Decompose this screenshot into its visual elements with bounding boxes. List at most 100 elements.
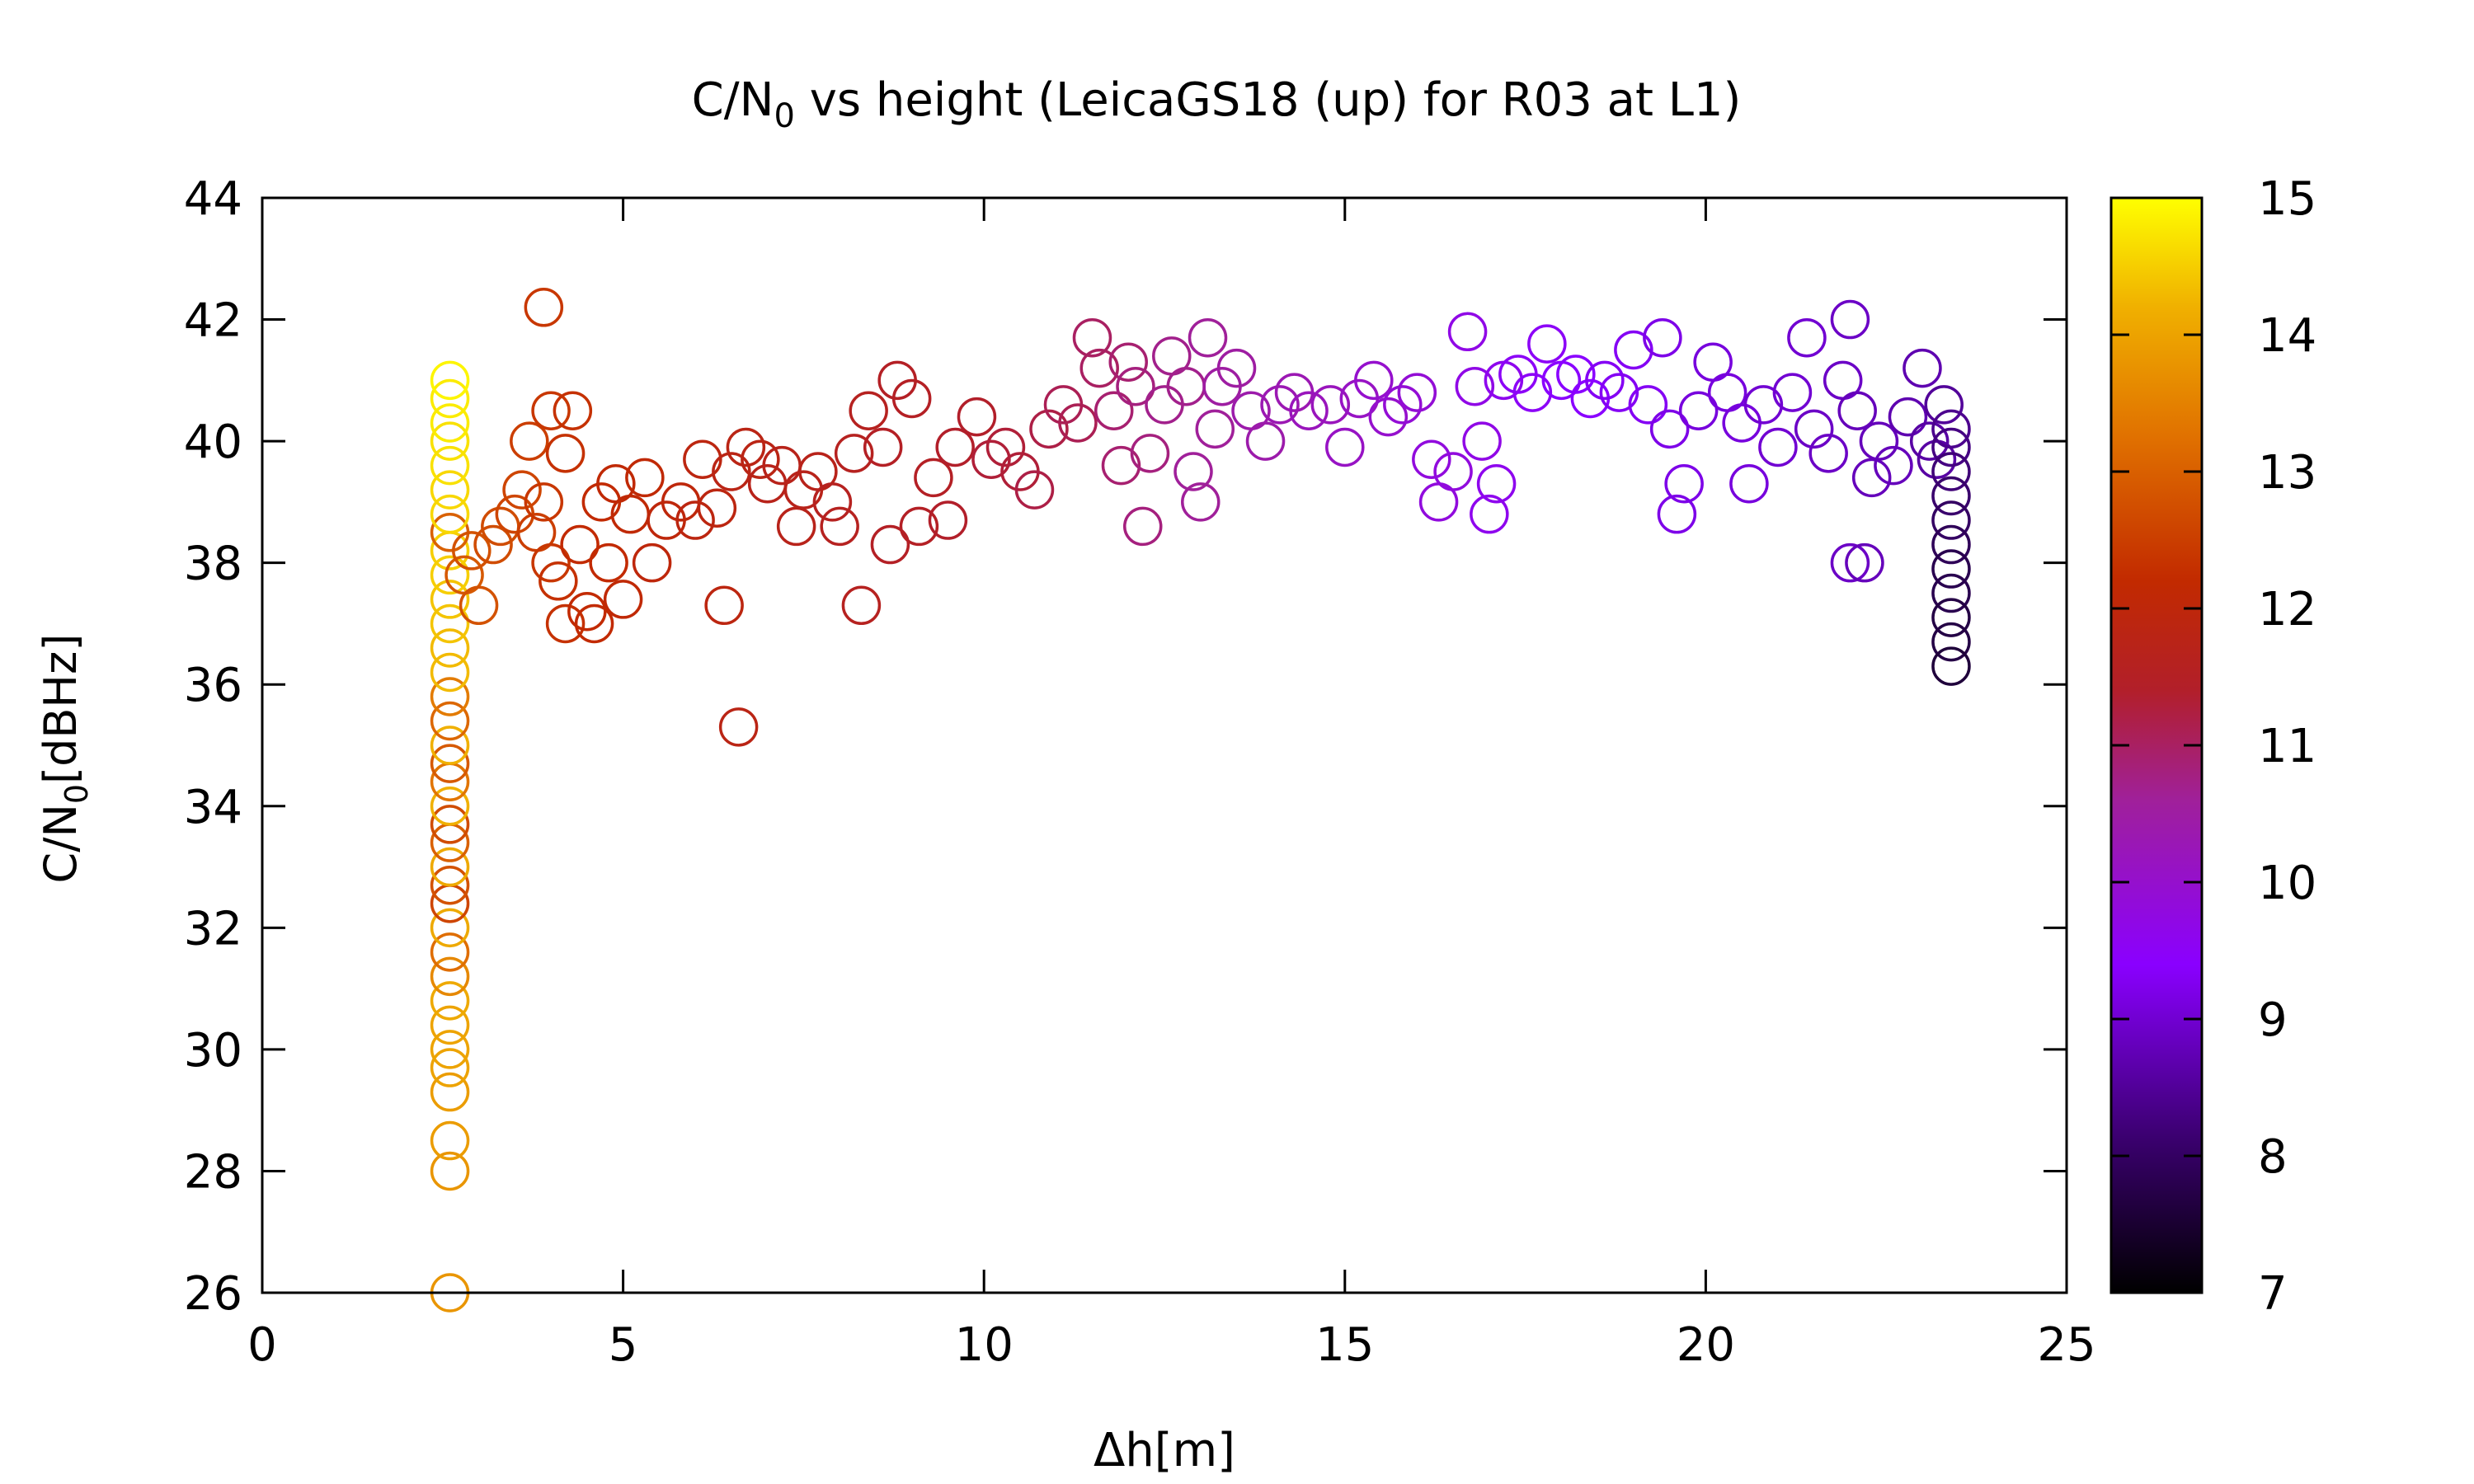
data-point (1909, 421, 1950, 461)
x-tick-label: 0 (247, 1318, 277, 1372)
data-point (531, 542, 571, 583)
data-point (560, 524, 600, 565)
colorbar-tick-label: 10 (2258, 857, 2316, 910)
data-point (1130, 434, 1170, 473)
data-point (1931, 598, 1971, 637)
data-point (928, 500, 968, 540)
data-point (430, 403, 470, 443)
data-point (430, 908, 470, 948)
plot-frame (261, 196, 2068, 1294)
data-point (430, 865, 470, 905)
data-point (1931, 427, 1971, 467)
axis-ticks (261, 196, 2068, 1294)
data-point (1649, 409, 1690, 449)
data-point (1931, 452, 1971, 491)
data-point (820, 506, 859, 547)
data-point (1174, 452, 1213, 491)
data-point (891, 378, 932, 419)
data-point (834, 434, 874, 473)
colorbar-tick-label: 7 (2258, 1267, 2288, 1321)
data-point (430, 981, 470, 1021)
data-point (1614, 330, 1653, 370)
colorbar-tick-label: 11 (2258, 720, 2316, 773)
data-point (870, 524, 910, 565)
y-tick-label: 26 (184, 1267, 242, 1321)
data-point (1874, 445, 1913, 486)
data-point (718, 707, 759, 747)
data-point (574, 603, 614, 644)
data-point (1643, 317, 1682, 358)
data-point (741, 439, 780, 479)
data-point (1383, 385, 1423, 425)
data-point (567, 591, 607, 632)
data-point (1924, 385, 1964, 425)
data-point (776, 506, 816, 547)
data-point (1628, 385, 1668, 425)
data-point (1931, 549, 1971, 589)
data-point (1079, 348, 1119, 388)
data-point (610, 494, 651, 534)
data-point (1397, 373, 1437, 412)
data-point (1722, 403, 1761, 443)
data-point (430, 445, 470, 486)
data-point (625, 458, 665, 498)
data-point (545, 603, 586, 644)
data-point (430, 1072, 470, 1112)
data-point (430, 555, 470, 595)
data-point (1476, 464, 1517, 504)
data-point (1743, 385, 1784, 425)
data-point (1470, 494, 1509, 534)
data-point (704, 585, 744, 626)
data-point (430, 1048, 470, 1087)
data-point (1794, 409, 1834, 449)
y-tick-label: 42 (184, 294, 242, 348)
data-point (452, 531, 492, 571)
data-point (430, 932, 470, 972)
y-tick-label: 34 (184, 781, 242, 834)
tick-labels: 0 5 10 15 20 25 26 28 30 32 34 36 38 40 42 44 (184, 172, 2096, 1372)
data-point (545, 434, 586, 473)
data-point (430, 677, 470, 716)
data-point (1729, 464, 1769, 504)
data-point (1772, 373, 1813, 412)
data-point (683, 439, 722, 479)
data-point (1657, 494, 1697, 534)
data-point (603, 580, 643, 619)
data-point (1245, 421, 1286, 461)
y-tick-label: 38 (184, 538, 242, 591)
data-point (1116, 366, 1155, 406)
data-point (524, 288, 564, 327)
data-point (430, 956, 470, 997)
data-point (1931, 409, 1971, 449)
data-point (1072, 317, 1112, 358)
data-point (1101, 445, 1141, 486)
colorbar-tick-label: 14 (2258, 309, 2316, 363)
data-point (971, 439, 1011, 479)
data-point (1599, 373, 1639, 412)
data-point (1188, 317, 1228, 358)
data-point (1108, 342, 1148, 382)
data-point (812, 482, 853, 522)
data-point (1888, 397, 1928, 437)
data-point (1808, 434, 1848, 473)
data-point (430, 744, 470, 783)
chart-title: C/N0 vs height (LeicaGS18 (up) for R03 a… (692, 73, 1742, 135)
data-point (957, 397, 997, 437)
data-point (1830, 542, 1870, 583)
data-point (1931, 622, 1971, 662)
data-point (1094, 391, 1134, 430)
data-point (1845, 542, 1884, 583)
data-point (1931, 524, 1971, 565)
data-point (1859, 421, 1899, 461)
data-point (935, 427, 975, 467)
data-point (914, 458, 953, 498)
x-tick-label: 25 (2037, 1318, 2095, 1372)
data-point (863, 427, 903, 467)
data-point (1260, 385, 1300, 425)
colorbar-tick-label: 15 (2258, 172, 2316, 226)
data-point (1368, 397, 1409, 437)
data-point (712, 452, 751, 491)
data-points (430, 288, 1971, 1313)
y-axis-label: C/N0[dBHz] (35, 634, 95, 884)
data-point (1931, 646, 1971, 686)
